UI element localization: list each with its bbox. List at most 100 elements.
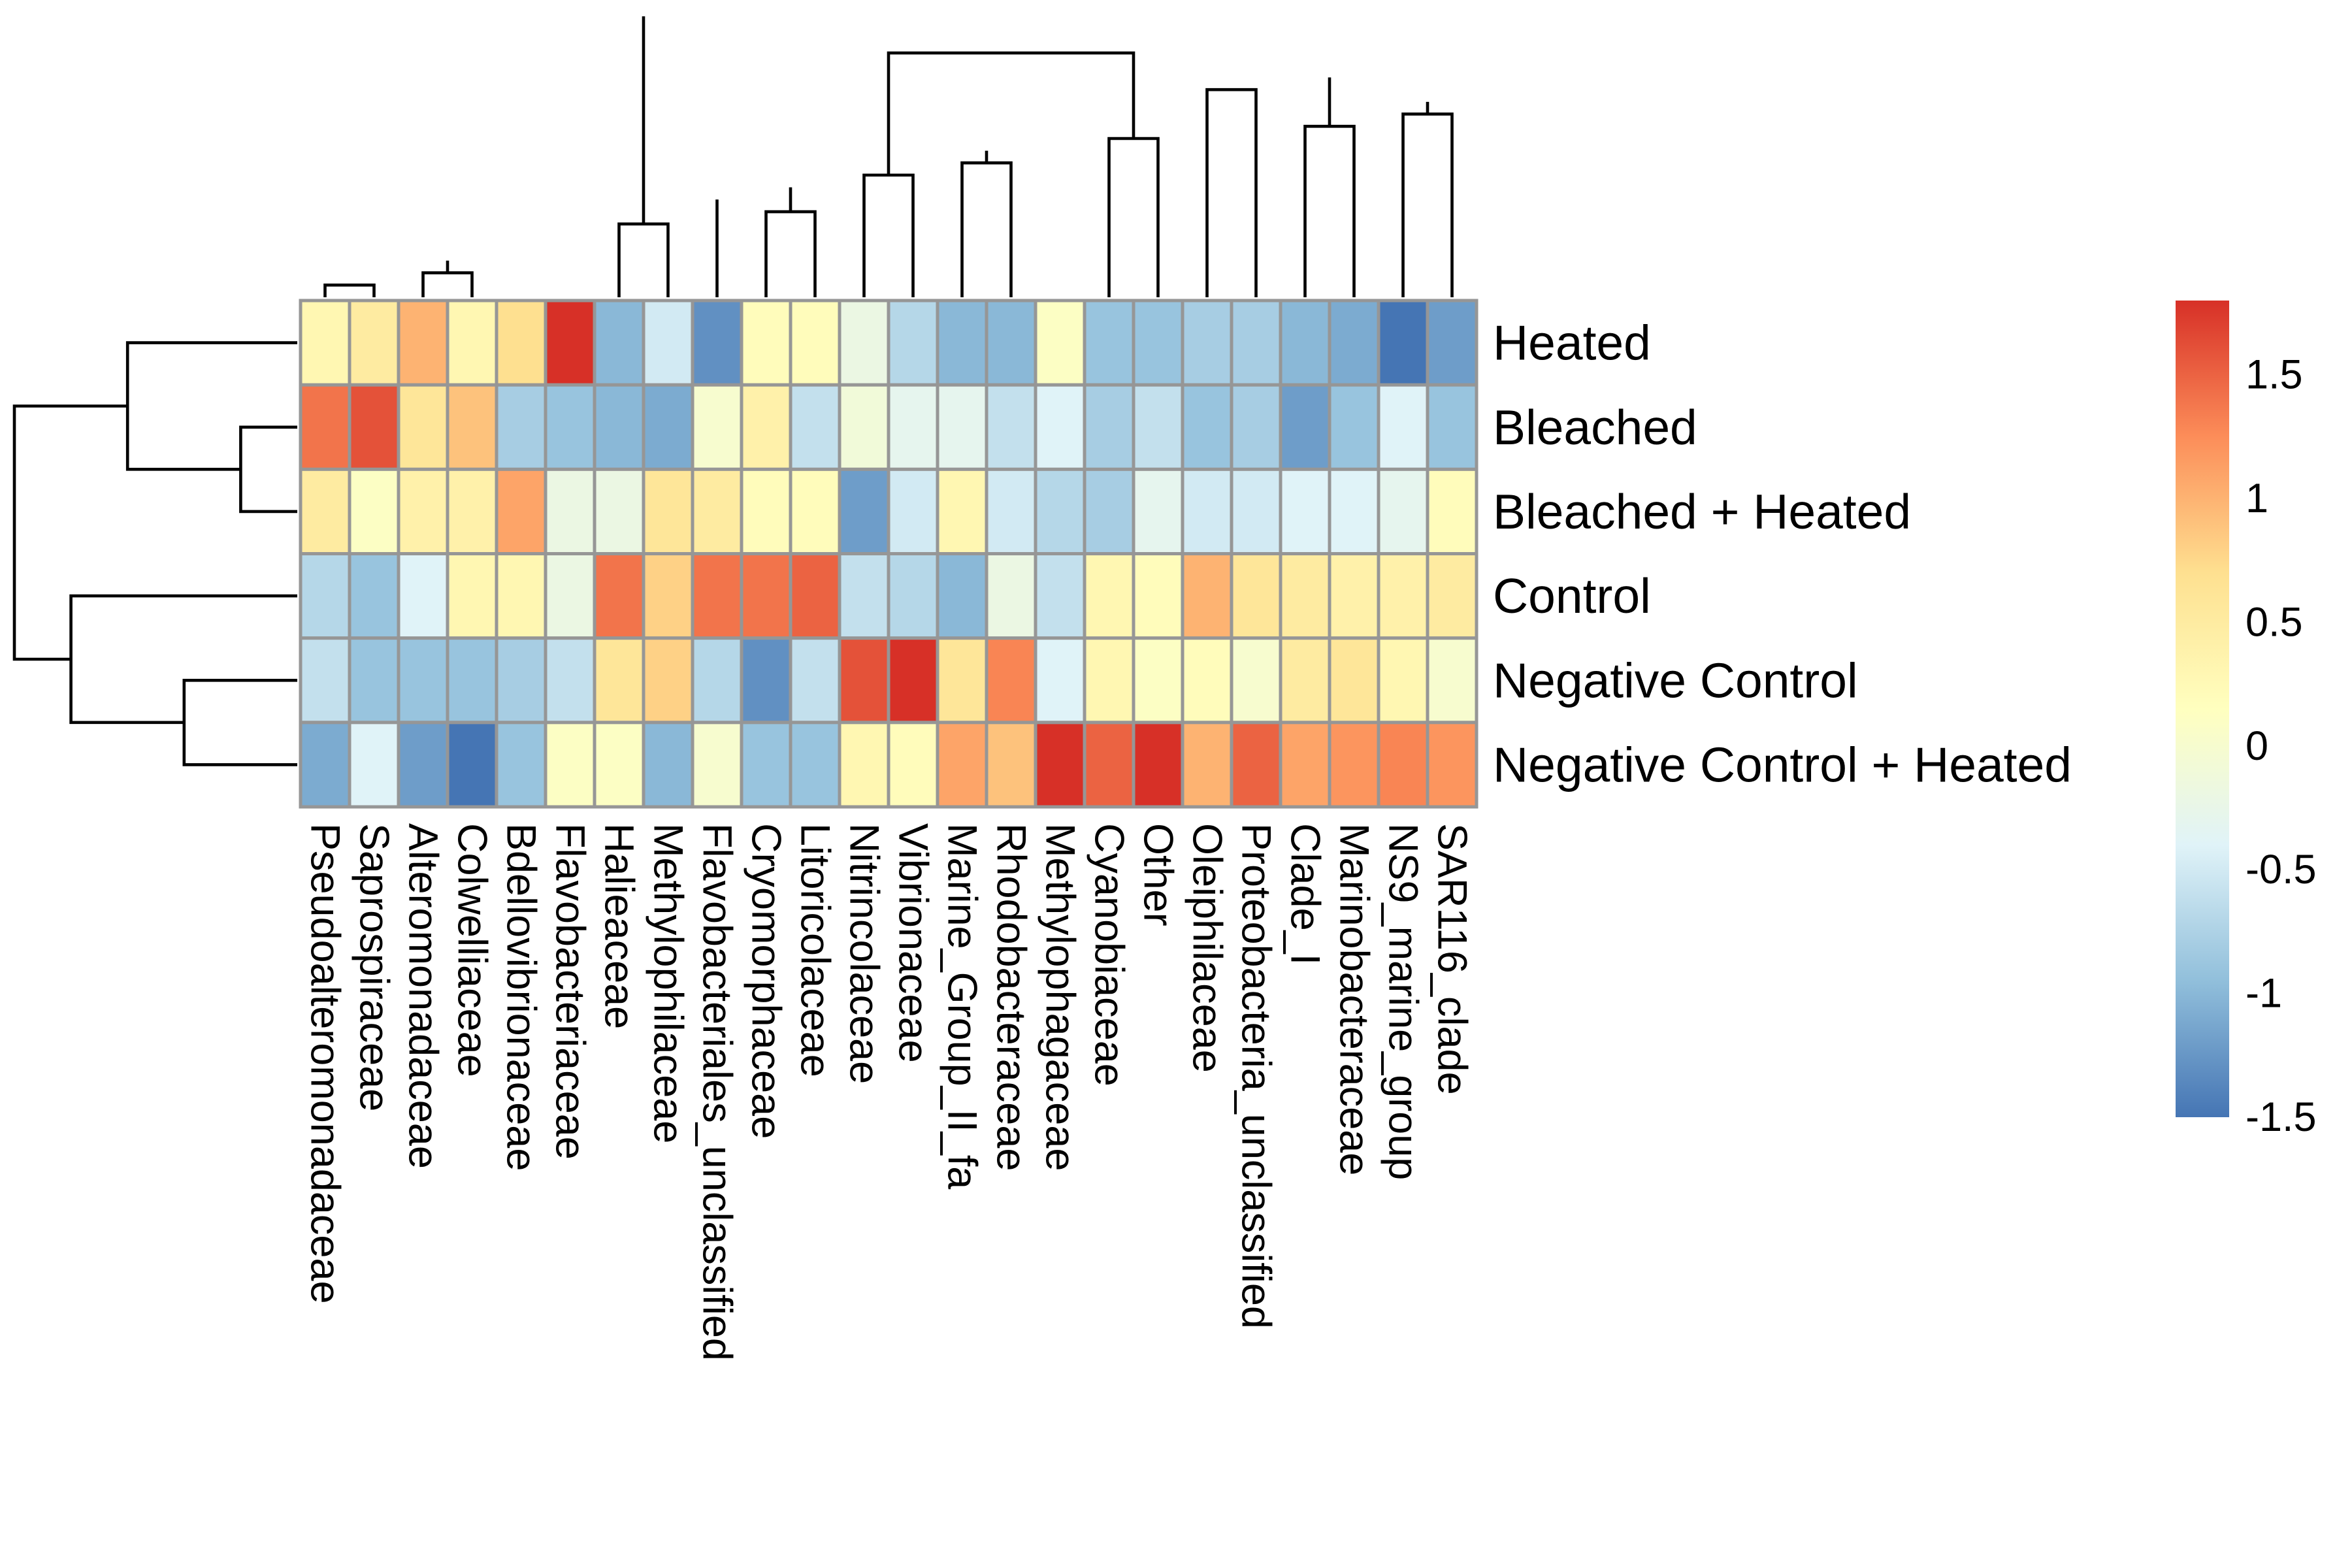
heatmap-cell — [1132, 636, 1184, 725]
column-dendrogram-branch — [887, 51, 1135, 175]
heatmap-cell — [1034, 299, 1086, 387]
heatmap-cell — [1181, 383, 1233, 471]
heatmap-cell — [985, 383, 1037, 471]
column-label: Rhodobacteraceae — [988, 823, 1034, 1171]
heatmap-cell — [593, 383, 645, 471]
heatmap-cell — [1426, 299, 1478, 387]
heatmap-cell — [1377, 721, 1429, 809]
row-label: Heated — [1493, 316, 1651, 370]
heatmap-cell — [397, 383, 449, 471]
heatmap-cell — [789, 636, 841, 725]
heatmap-cell — [495, 721, 547, 809]
heatmap-cell — [299, 721, 351, 809]
heatmap-cell — [1181, 299, 1233, 387]
heatmap-cell — [691, 467, 743, 556]
heatmap-cell — [1279, 552, 1331, 640]
heatmap-cell — [936, 552, 988, 640]
heatmap-cell — [1426, 721, 1478, 809]
heatmap-cell — [1328, 383, 1380, 471]
heatmap-cell — [936, 467, 988, 556]
heatmap-cell — [1426, 636, 1478, 725]
heatmap-cell — [691, 721, 743, 809]
heatmap-cell — [985, 299, 1037, 387]
color-legend: 1.5 1 0.5 0 -0.5 -1 -1.5 — [2176, 301, 2317, 1140]
heatmap-cell — [1279, 636, 1331, 725]
heatmap-cell — [789, 383, 841, 471]
heatmap-cell — [691, 299, 743, 387]
heatmap-cell — [1377, 552, 1429, 640]
column-label: Clade_I — [1282, 823, 1328, 965]
heatmap-cell — [299, 636, 351, 725]
heatmap-cell — [642, 299, 694, 387]
heatmap-cell — [1230, 467, 1282, 556]
column-dendrogram-branch — [1303, 125, 1356, 297]
heatmap-cell — [1377, 467, 1429, 556]
column-dendrogram-branch — [764, 210, 817, 297]
heatmap-cell — [1034, 552, 1086, 640]
heatmap-cell — [838, 383, 890, 471]
heatmap-cell — [691, 636, 743, 725]
column-label: Flavobacteriaceae — [547, 823, 593, 1160]
heatmap-cell — [887, 299, 939, 387]
heatmap-cell — [495, 636, 547, 725]
column-label: Saprospiraceae — [351, 823, 397, 1111]
row-dendrogram — [12, 341, 297, 766]
heatmap-cell — [642, 636, 694, 725]
column-label: Marinobacteraceae — [1331, 823, 1377, 1175]
column-label: Methylophagaceae — [1037, 823, 1083, 1171]
heatmap-cell — [1083, 467, 1135, 556]
heatmap-cell — [446, 721, 498, 809]
heatmap-cell — [1230, 552, 1282, 640]
column-label: Other — [1135, 823, 1181, 926]
heatmap-cell — [1181, 467, 1233, 556]
heatmap-cell — [495, 467, 547, 556]
heatmap-cell — [985, 552, 1037, 640]
heatmap-cell — [985, 636, 1037, 725]
column-labels: Pseudoalteromonadaceae Saprospiraceae Alte… — [302, 823, 1475, 1361]
heatmap-cell — [1230, 383, 1282, 471]
heatmap-cell — [544, 467, 596, 556]
heatmap-cell — [740, 299, 792, 387]
heatmap-cell — [985, 721, 1037, 809]
column-dendrogram-branch — [1107, 137, 1160, 297]
heatmap-cell — [838, 299, 890, 387]
heatmap-cell — [1034, 636, 1086, 725]
heatmap-cell — [985, 467, 1037, 556]
legend-color-bar — [2176, 301, 2229, 1117]
heatmap-cell — [1181, 636, 1233, 725]
heatmap-cell — [495, 552, 547, 640]
row-labels: Heated Bleached Bleached + Heated Control Ne… — [1493, 316, 2072, 792]
heatmap-cell — [348, 383, 400, 471]
heatmap-cell — [544, 552, 596, 640]
heatmap-cell — [1083, 299, 1135, 387]
heatmap-cell — [691, 552, 743, 640]
heatmap-cell — [1328, 552, 1380, 640]
heatmap-cell — [446, 467, 498, 556]
heatmap-cell — [1328, 467, 1380, 556]
heatmap-cell — [299, 467, 351, 556]
heatmap-cell — [299, 552, 351, 640]
column-label: Nitrincolaceae — [841, 823, 887, 1084]
heatmap-cell — [1279, 383, 1331, 471]
heatmap-cell — [593, 721, 645, 809]
heatmap-cell — [1034, 467, 1086, 556]
heatmap-cell — [642, 383, 694, 471]
heatmap-cell — [397, 636, 449, 725]
heatmap-cell — [1034, 383, 1086, 471]
heatmap-cell — [838, 721, 890, 809]
heatmap-cell — [740, 552, 792, 640]
heatmap-cell — [1132, 383, 1184, 471]
heatmap-cell — [642, 467, 694, 556]
heatmap-cell — [838, 636, 890, 725]
column-dendrogram — [325, 16, 1454, 297]
heatmap-cell — [1181, 552, 1233, 640]
heatmap-cells — [299, 299, 1478, 809]
heatmap-cell — [887, 552, 939, 640]
heatmap-cell — [838, 467, 890, 556]
heatmap-cell — [1132, 299, 1184, 387]
heatmap-cell — [789, 299, 841, 387]
heatmap-cell — [887, 721, 939, 809]
heatmap-cell — [446, 299, 498, 387]
heatmap-cell — [1230, 721, 1282, 809]
heatmap-cell — [348, 552, 400, 640]
